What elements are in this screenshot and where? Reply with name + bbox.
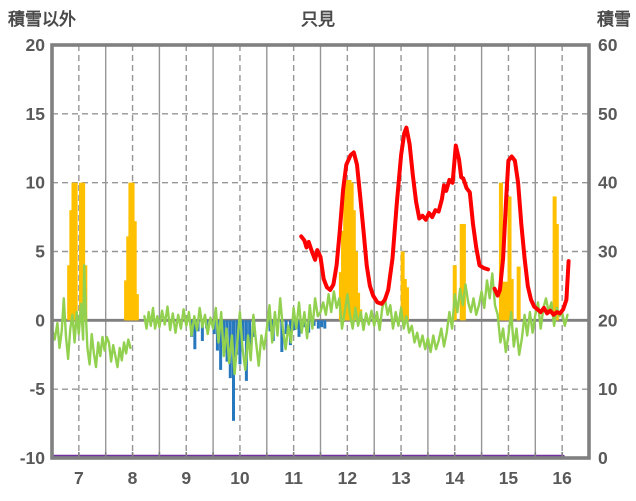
yellow_bars-bar: [345, 179, 350, 321]
yellow_bars-bar: [461, 223, 466, 321]
yellow_bars-bar: [503, 281, 508, 321]
y-left-tick-label: 5: [35, 242, 45, 262]
yellow_bars-bar: [73, 182, 78, 321]
y-left-tick-label: 20: [26, 35, 46, 55]
right-axis-title: 積雪: [597, 10, 631, 29]
x-tick-label: 8: [128, 468, 138, 488]
yellow_bars-bar: [351, 210, 356, 321]
blue_bars-bar: [193, 320, 197, 350]
y-left-tick-label: 10: [26, 173, 46, 193]
x-tick-label: 9: [181, 468, 191, 488]
y-left-tick-label: -5: [29, 379, 45, 399]
yellow_bars-bar: [132, 221, 137, 321]
yellow_bars-bar: [516, 266, 521, 321]
x-tick-label: 16: [552, 468, 572, 488]
yellow_bars-bar: [501, 281, 506, 321]
yellow_bars-bar: [498, 182, 503, 321]
blue_bars-bar: [238, 320, 242, 365]
x-tick-label: 14: [445, 468, 465, 488]
yellow_bars-bar: [400, 251, 405, 321]
y-right-tick-label: 50: [598, 104, 618, 124]
blue_bars-bar: [241, 320, 245, 341]
blue_bars-bar: [297, 320, 301, 337]
blue_bars-bar: [302, 320, 306, 328]
yellow_bars-bar: [128, 182, 133, 321]
y-left-tick-label: 15: [26, 104, 46, 124]
blue_bars-bar: [222, 320, 226, 346]
yellow_bars-bar: [459, 223, 464, 321]
yellow_bars-bar: [341, 230, 346, 321]
yellow_bars-bar: [78, 182, 83, 321]
x-tick-label: 7: [74, 468, 84, 488]
red_line: [299, 125, 490, 306]
yellow_bars-bar: [507, 196, 512, 321]
green_line: [143, 272, 569, 376]
x-tick-label: 11: [284, 468, 303, 488]
yellow_bars-bar: [71, 182, 76, 321]
yellow_bars-bar: [509, 279, 514, 321]
x-tick-label: 10: [230, 468, 250, 488]
yellow_bars-bar: [356, 292, 361, 321]
yellow_bars-bar: [505, 281, 510, 321]
y-left-tick-label: -10: [20, 448, 46, 468]
yellow_bars-bar: [67, 265, 72, 321]
blue_bars-bar: [248, 320, 252, 348]
y-right-tick-label: 30: [598, 242, 618, 262]
y-right-tick-label: 10: [598, 379, 618, 399]
left-axis-title: 積雪以外: [8, 10, 76, 29]
yellow_bars-bar: [554, 223, 559, 321]
yellow_bars-bar: [552, 196, 557, 321]
blue_bars-bar: [316, 320, 320, 329]
blue_bars-bar: [320, 320, 324, 328]
yellow_bars-bar: [338, 272, 343, 321]
yellow_bars-bar: [69, 210, 74, 321]
yellow_bars-bar: [452, 265, 457, 321]
red_line: [492, 154, 571, 317]
blue_bars-bar: [200, 320, 204, 341]
yellow_bars-bar: [353, 251, 358, 321]
y-left-tick-label: 0: [35, 310, 45, 330]
yellow_bars-bar: [349, 182, 354, 321]
yellow_bars-bar: [347, 179, 352, 321]
y-right-tick-label: 60: [598, 35, 618, 55]
green_line: [50, 264, 132, 369]
y-right-tick-label: 40: [598, 173, 618, 193]
blue_bars-bar: [323, 320, 327, 329]
y-right-tick-label: 20: [598, 310, 618, 330]
yellow_bars-bar: [81, 182, 86, 321]
yellow_bars-bar: [126, 236, 131, 321]
x-tick-label: 13: [391, 468, 411, 488]
yellow_bars-bar: [402, 279, 407, 321]
blue_bars-bar: [219, 320, 223, 370]
yellow_bars-bar: [134, 294, 139, 321]
blue_bars-bar: [284, 320, 288, 335]
y-right-tick-label: 0: [598, 448, 608, 468]
yellow_bars-bar: [130, 182, 135, 321]
yellow_bars-bar: [124, 280, 129, 321]
x-tick-label: 12: [338, 468, 358, 488]
x-tick-label: 15: [499, 468, 519, 488]
yellow_bars-bar: [343, 182, 348, 321]
station-title: 只見: [301, 10, 335, 29]
yellow_bars-bar: [404, 287, 409, 321]
blue_bars-bar: [280, 320, 284, 352]
